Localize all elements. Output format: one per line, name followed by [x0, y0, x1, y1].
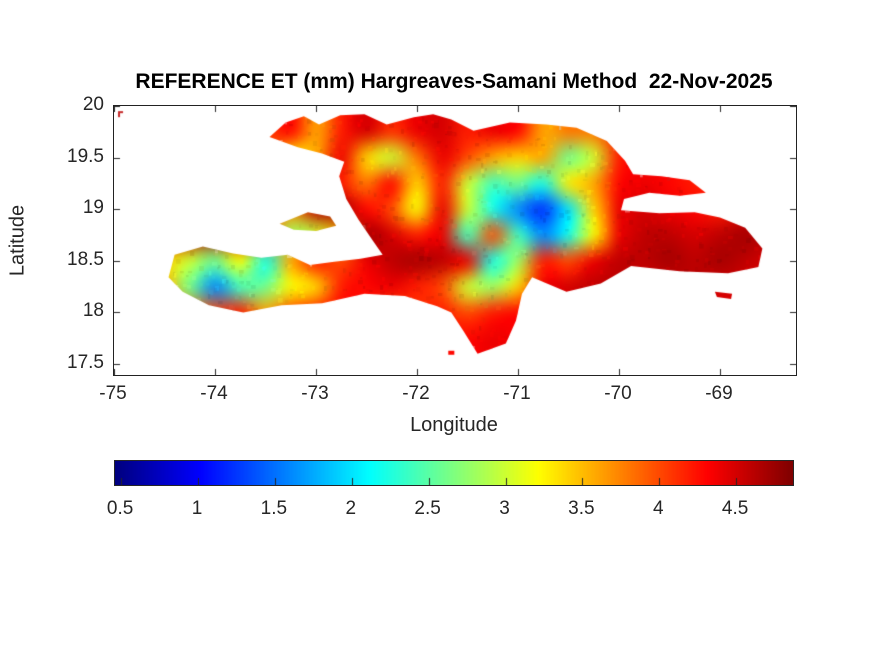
x-axis-tick-label: -71	[503, 383, 531, 404]
x-axis-tick-label: -70	[604, 383, 632, 404]
x-axis-tick-label: -72	[402, 383, 430, 404]
colorbar	[114, 460, 794, 486]
x-axis-tick-label: -74	[200, 383, 228, 404]
colorbar-tick-label: 0.5	[106, 498, 134, 519]
x-axis-tick-label: -75	[99, 383, 127, 404]
plot-title: REFERENCE ET (mm) Hargreaves-Samani Meth…	[135, 70, 773, 93]
x-axis-tick-label: -69	[705, 383, 733, 404]
colorbar-tick-label: 2	[345, 498, 357, 519]
y-axis-tick-label: 18.5	[67, 248, 104, 270]
x-axis-tick-label: -73	[301, 383, 329, 404]
x-axis-label: Longitude	[410, 414, 498, 436]
colorbar-tick-label: 1.5	[260, 498, 288, 519]
y-axis-label: Latitude	[6, 204, 29, 277]
y-axis-tick-label: 19	[82, 197, 104, 219]
map-plot-area	[113, 105, 797, 376]
colorbar-tick-label: 4.5	[721, 498, 749, 519]
colorbar-tick-label: 3.5	[568, 498, 595, 519]
colorbar-tick-label: 2.5	[414, 498, 441, 519]
colorbar-tick-label: 3	[499, 498, 510, 519]
y-axis-tick-label: 18	[82, 300, 104, 322]
colorbar-canvas	[115, 461, 793, 485]
y-axis-tick-label: 19.5	[67, 145, 104, 167]
heatmap-canvas	[114, 106, 796, 375]
colorbar-tick-label: 4	[652, 498, 664, 519]
y-axis-tick-label: 20	[82, 94, 104, 115]
colorbar-tick-label: 1	[191, 498, 203, 519]
y-axis-tick-label: 17.5	[67, 352, 104, 374]
